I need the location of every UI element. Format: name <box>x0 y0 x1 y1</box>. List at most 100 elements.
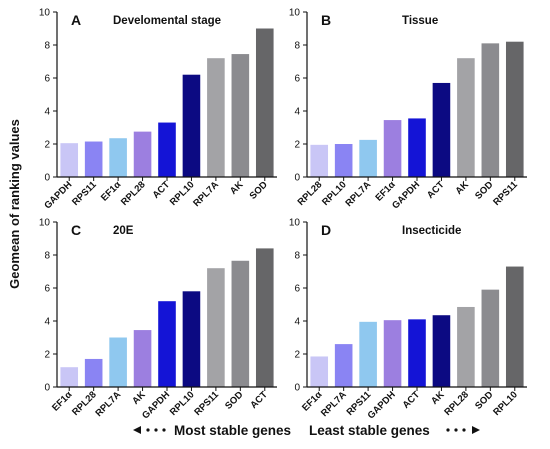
x-tick-label: RPL28 <box>119 179 148 208</box>
panel-label: A <box>71 12 81 28</box>
x-tick-label: RPL28 <box>442 389 471 418</box>
x-tick-label: RPS11 <box>491 179 520 208</box>
bar <box>432 315 451 387</box>
bar <box>383 320 402 387</box>
y-tick-label: 10 <box>39 8 51 19</box>
bar <box>182 74 201 177</box>
x-tick-label: ACT <box>425 179 447 201</box>
y-tick-label: 0 <box>44 173 50 184</box>
bar <box>481 289 500 387</box>
x-tick-label: ACT <box>151 179 173 201</box>
x-tick-label: AK <box>130 389 148 407</box>
x-tick-label: RPS11 <box>192 389 221 418</box>
x-tick-label: RPL10 <box>491 389 520 418</box>
bar <box>505 41 524 178</box>
y-tick-label: 10 <box>289 8 301 19</box>
bar <box>457 58 475 178</box>
dot <box>146 428 150 432</box>
x-tick-label: AK <box>454 179 472 197</box>
x-tick-label: GAPDH <box>390 179 422 211</box>
x-tick-label: AK <box>429 389 447 407</box>
y-tick-label: 10 <box>39 218 51 229</box>
bar <box>359 139 377 177</box>
bar <box>60 367 79 387</box>
panel-title: Develomental stage <box>113 15 221 27</box>
panel-label: D <box>321 222 331 238</box>
x-tick-label: RPL7A <box>191 179 221 209</box>
bar <box>383 120 402 177</box>
x-tick-label: RPL28 <box>296 179 325 208</box>
bar <box>109 138 127 177</box>
x-tick-label: RPS11 <box>70 179 99 208</box>
bar <box>231 260 250 387</box>
bar <box>334 144 353 177</box>
bar <box>255 248 274 387</box>
bar <box>310 356 329 387</box>
x-tick-label: RPL7A <box>319 389 349 419</box>
y-tick-label: 6 <box>44 284 50 295</box>
bar <box>84 358 103 387</box>
y-tick-label: 0 <box>44 383 50 394</box>
y-tick-label: 4 <box>294 107 300 118</box>
y-tick-label: 8 <box>294 41 300 52</box>
panel-label: C <box>71 222 81 238</box>
bar <box>505 266 524 387</box>
x-tick-label: SOD <box>248 179 270 201</box>
footer-legend: Most stable genes Least stable genes <box>133 423 480 438</box>
left-arrow-icon <box>133 426 141 434</box>
y-tick-label: 2 <box>44 350 50 361</box>
y-tick-label: 4 <box>294 317 300 328</box>
bar <box>408 319 426 387</box>
x-tick-label: ACT <box>401 389 423 411</box>
y-axis-label: Geomean of ranking values <box>7 119 22 289</box>
bar <box>158 122 176 177</box>
bar <box>84 141 103 177</box>
dot <box>162 428 166 432</box>
x-tick-label: RPL7A <box>93 389 123 419</box>
bar <box>231 54 250 178</box>
panel-title: Tissue <box>402 15 438 27</box>
bar <box>133 330 152 387</box>
x-tick-label: RPL7A <box>343 179 373 209</box>
least-stable-label: Least stable genes <box>309 423 430 438</box>
bar <box>109 337 127 387</box>
most-stable-label: Most stable genes <box>174 423 291 438</box>
dot <box>446 428 450 432</box>
y-tick-label: 4 <box>44 317 50 328</box>
bar <box>133 131 152 177</box>
bar <box>158 301 176 387</box>
y-tick-label: 10 <box>289 218 301 229</box>
y-tick-label: 6 <box>294 284 300 295</box>
panel-label: B <box>321 12 331 28</box>
bar <box>182 291 201 387</box>
bar <box>359 321 377 387</box>
x-tick-label: GAPDH <box>140 389 172 421</box>
x-tick-label: GAPDH <box>42 179 74 211</box>
bar <box>432 82 451 177</box>
bar <box>334 344 353 387</box>
x-tick-label: GAPDH <box>366 389 398 421</box>
bar <box>457 306 475 387</box>
y-tick-label: 2 <box>44 140 50 151</box>
dot <box>454 428 458 432</box>
dot <box>462 428 466 432</box>
bar <box>207 58 225 178</box>
y-tick-label: 2 <box>294 140 300 151</box>
y-tick-label: 6 <box>44 74 50 85</box>
x-tick-label: RPL10 <box>168 389 197 418</box>
bar <box>408 118 426 177</box>
bar <box>60 143 79 177</box>
y-tick-label: 8 <box>44 251 50 262</box>
y-tick-label: 8 <box>44 41 50 52</box>
x-tick-label: SOD <box>223 389 245 411</box>
y-tick-label: 0 <box>294 383 300 394</box>
y-tick-label: 6 <box>294 74 300 85</box>
right-arrow-icon <box>472 426 480 434</box>
y-tick-label: 4 <box>44 107 50 118</box>
bar <box>207 268 225 387</box>
y-tick-label: 2 <box>294 350 300 361</box>
